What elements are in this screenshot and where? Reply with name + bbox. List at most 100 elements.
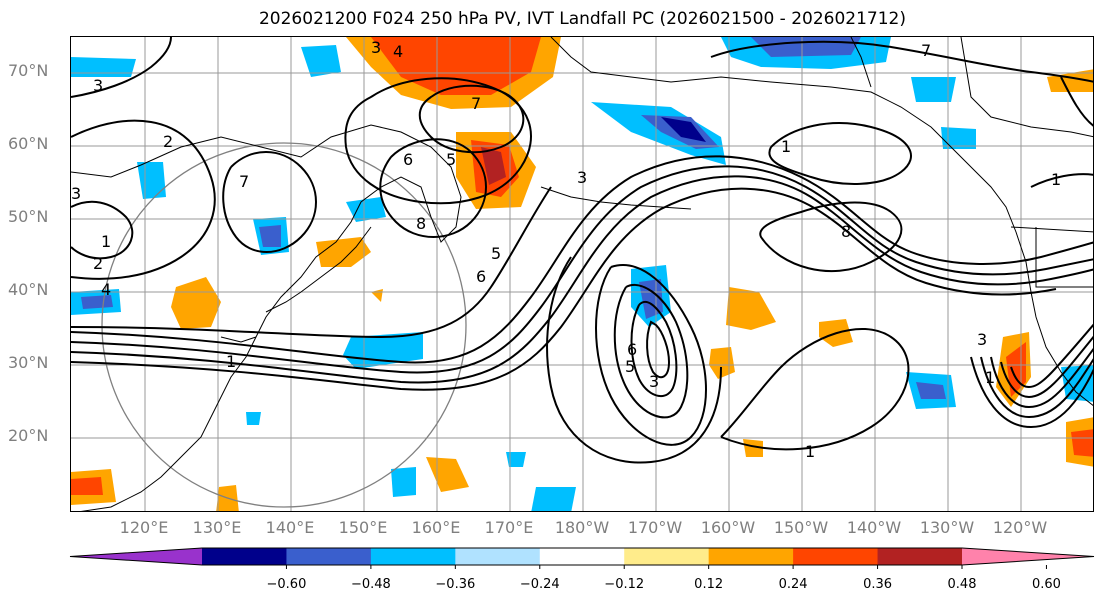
- contour-label: 3: [371, 38, 381, 57]
- colorbar-tick-label: −0.60: [266, 577, 307, 592]
- positive-anomaly-area: [726, 287, 776, 330]
- lon-label: 160°W: [700, 518, 756, 537]
- colorbar-segment: [539, 548, 625, 565]
- lat-label: 60°N: [8, 134, 49, 153]
- contour-label: 5: [491, 244, 501, 263]
- negative-anomaly-area: [343, 332, 423, 369]
- contour-label: 3: [977, 330, 987, 349]
- positive-anomaly-area: [316, 237, 371, 267]
- negative-anomaly-area: [301, 45, 341, 77]
- positive-anomaly-area: [71, 477, 103, 495]
- lon-label: 120°W: [992, 518, 1048, 537]
- contour-label: 6: [403, 150, 413, 169]
- contour-label: 8: [841, 222, 851, 241]
- pv-contours: [71, 37, 1093, 464]
- colorbar-extend-min: [70, 548, 202, 565]
- contour-label: 1: [101, 232, 111, 251]
- negative-anomaly-area: [941, 127, 976, 149]
- ivt-shading: [71, 37, 1093, 511]
- contour-label: 2: [93, 254, 103, 273]
- contour-label: 4: [393, 42, 403, 61]
- lon-label: 150°E: [338, 518, 388, 537]
- contour-label: 7: [471, 94, 481, 113]
- colorbar-tick-label: 0.48: [947, 577, 977, 592]
- positive-anomaly-area: [1071, 429, 1093, 457]
- positive-anomaly-area: [743, 439, 763, 457]
- contour-label: 3: [577, 168, 587, 187]
- negative-anomaly-area: [346, 197, 386, 222]
- colorbar-segment: [624, 548, 710, 565]
- map-canvas: 3 4 7 7 3 2 1 2 4 1 7 3 6 5 8 6 5 3 8 1 …: [71, 37, 1093, 511]
- contour-label: 1: [985, 368, 995, 387]
- contour-label: 4: [101, 280, 111, 299]
- colorbar-segment: [793, 548, 879, 565]
- contour-label: 8: [416, 214, 426, 233]
- positive-anomaly-area: [709, 347, 735, 379]
- colorbar-tick-label: −0.12: [604, 577, 645, 592]
- positive-anomaly-area: [481, 147, 506, 185]
- colorbar-tick-label: −0.24: [519, 577, 560, 592]
- lon-label: 140°E: [265, 518, 315, 537]
- colorbar-segment: [877, 548, 963, 565]
- colorbar-tick-label: −0.48: [350, 577, 391, 592]
- contour-label: 3: [93, 76, 103, 95]
- positive-anomaly-area: [171, 277, 221, 329]
- colorbar-segment: [370, 548, 456, 565]
- contour-label: 3: [649, 372, 659, 391]
- lon-label: 180°W: [554, 518, 610, 537]
- negative-anomaly-area: [661, 117, 706, 142]
- contour-label: 6: [627, 340, 637, 359]
- contour-label: 7: [239, 172, 249, 191]
- positive-anomaly-area: [371, 289, 383, 302]
- map-panel: 3 4 7 7 3 2 1 2 4 1 7 3 6 5 8 6 5 3 8 1 …: [70, 36, 1094, 512]
- negative-anomaly-area: [81, 295, 113, 309]
- contour-label: 2: [163, 132, 173, 151]
- colorbar-tick-label: −0.36: [435, 577, 476, 592]
- contour-label: 1: [781, 137, 791, 156]
- negative-anomaly-area: [391, 467, 416, 497]
- lon-label: 170°E: [484, 518, 534, 537]
- colorbar-segment: [286, 548, 372, 565]
- lat-label: 70°N: [8, 61, 49, 80]
- negative-anomaly-area: [71, 57, 136, 77]
- lon-label: 130°W: [919, 518, 975, 537]
- contour-label: 5: [446, 150, 456, 169]
- negative-anomaly-area: [137, 162, 166, 199]
- colorbar-outline: [69, 547, 1095, 566]
- contour-label: 3: [71, 184, 81, 203]
- lat-label: 40°N: [8, 280, 49, 299]
- negative-anomaly-area: [591, 102, 726, 165]
- colorbar-tick-label: 0.60: [1031, 577, 1061, 592]
- map-title: 2026021200 F024 250 hPa PV, IVT Landfall…: [258, 9, 906, 29]
- negative-anomaly-area: [916, 382, 946, 399]
- lon-label: 130°E: [192, 518, 242, 537]
- colorbar-tick-label: 0.24: [778, 577, 808, 592]
- contour-label: 7: [921, 41, 931, 60]
- positive-anomaly-area: [426, 457, 469, 492]
- lon-label: 150°W: [773, 518, 829, 537]
- lon-label: 120°E: [119, 518, 169, 537]
- lon-label: 170°W: [627, 518, 683, 537]
- lat-label: 50°N: [8, 207, 49, 226]
- negative-anomaly-area: [531, 487, 576, 511]
- lon-label: 160°E: [411, 518, 461, 537]
- colorbar-segment: [202, 548, 287, 565]
- negative-anomaly-area: [911, 77, 956, 102]
- negative-anomaly-area: [506, 452, 526, 467]
- contour-label: 1: [805, 442, 815, 461]
- positive-anomaly-area: [1047, 69, 1093, 92]
- contour-label: 5: [625, 357, 635, 376]
- contour-label: 1: [1051, 170, 1061, 189]
- colorbar-segment: [708, 548, 794, 565]
- contour-label: 6: [476, 267, 486, 286]
- negative-anomaly-area: [246, 412, 261, 425]
- negative-anomaly-area: [259, 225, 281, 247]
- landfall-radius-circle: [101, 142, 467, 508]
- contour-labels: 3 4 7 7 3 2 1 2 4 1 7 3 6 5 8 6 5 3 8 1 …: [71, 38, 1061, 461]
- lat-label: 30°N: [8, 353, 49, 372]
- lon-label: 140°W: [846, 518, 902, 537]
- colorbar-tick-label: 0.36: [863, 577, 893, 592]
- colorbar-extend-max: [962, 548, 1094, 565]
- colorbar-tick-label: 0.12: [694, 577, 724, 592]
- graticule: [71, 37, 1093, 511]
